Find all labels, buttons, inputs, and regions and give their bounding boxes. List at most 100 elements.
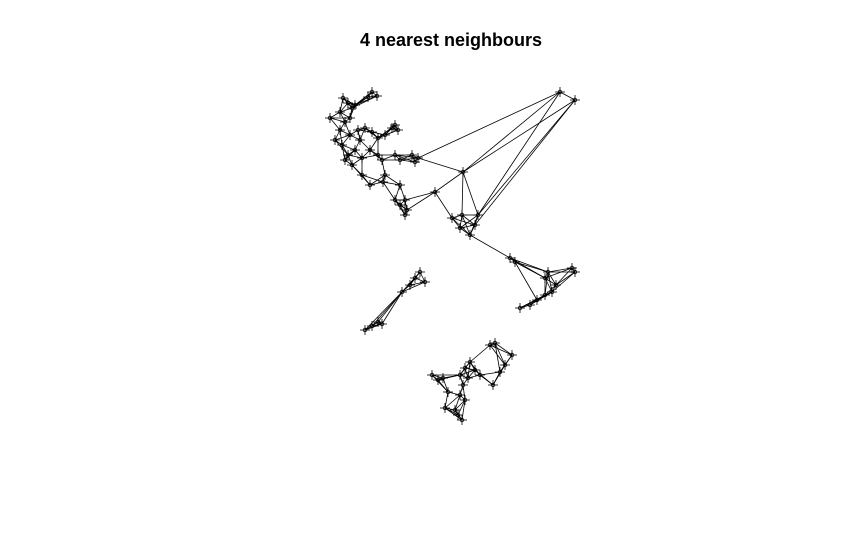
edge <box>382 181 401 186</box>
edge <box>461 399 466 421</box>
point <box>475 370 485 380</box>
edge <box>339 97 344 113</box>
point <box>377 319 387 329</box>
marker-dot <box>412 275 418 281</box>
point <box>532 295 542 305</box>
edge <box>434 171 464 193</box>
edge <box>462 377 469 386</box>
point <box>367 87 377 97</box>
marker-dot <box>359 155 365 161</box>
point <box>515 303 525 313</box>
marker-dot <box>465 375 471 381</box>
edge <box>344 121 351 136</box>
marker-dot <box>459 417 465 423</box>
marker-dot <box>407 282 413 288</box>
edge <box>442 377 449 393</box>
edge <box>414 157 419 163</box>
point <box>363 92 373 102</box>
marker-dot <box>557 89 563 95</box>
edge <box>444 394 461 409</box>
point <box>540 290 550 300</box>
marker-dot <box>422 279 428 285</box>
marker-dot <box>409 152 415 158</box>
point <box>387 123 397 133</box>
point <box>350 100 360 110</box>
point <box>350 145 360 155</box>
edge <box>547 267 573 273</box>
point <box>345 130 355 140</box>
edge <box>406 191 436 211</box>
marker-dot <box>445 389 451 395</box>
point <box>410 273 420 283</box>
point <box>460 363 470 373</box>
marker-dot <box>457 372 463 378</box>
marker-dot <box>452 407 458 413</box>
point <box>410 157 420 167</box>
point <box>377 155 387 165</box>
point <box>543 267 553 277</box>
marker-dot <box>347 115 353 121</box>
marker-dot <box>367 182 373 188</box>
point <box>570 95 580 105</box>
edge <box>359 139 371 151</box>
marker-dot <box>362 327 368 333</box>
marker-dot <box>475 212 481 218</box>
edge <box>347 102 353 109</box>
marker-dot <box>395 127 401 133</box>
edge <box>442 374 461 379</box>
edge <box>377 129 399 139</box>
edge <box>529 291 553 306</box>
marker-dot <box>339 142 345 148</box>
marker-dot <box>527 302 533 308</box>
edge <box>494 342 506 366</box>
point <box>427 370 437 380</box>
point <box>360 123 370 133</box>
edge <box>394 154 416 163</box>
edge <box>492 371 501 386</box>
edge <box>334 134 351 141</box>
edge <box>401 281 426 293</box>
point <box>335 125 345 135</box>
point <box>340 155 350 165</box>
point <box>345 113 355 123</box>
marker-dot <box>349 162 355 168</box>
point <box>495 367 505 377</box>
marker-dot <box>442 405 448 411</box>
marker-dot <box>342 119 348 125</box>
marker-dot <box>459 212 465 218</box>
marker-dot <box>349 105 355 111</box>
edge <box>489 344 506 366</box>
edge <box>474 99 576 226</box>
edge <box>469 234 511 259</box>
point <box>347 160 357 170</box>
marker-dot <box>542 292 548 298</box>
marker-dot <box>389 125 395 131</box>
point <box>458 167 468 177</box>
point <box>390 150 400 160</box>
marker-dot <box>357 137 363 143</box>
point <box>338 93 348 103</box>
marker-dot <box>534 297 540 303</box>
edge <box>394 154 401 161</box>
marker-dot <box>467 232 473 238</box>
edge <box>457 399 466 416</box>
point <box>465 357 475 367</box>
marker-dot <box>545 269 551 275</box>
point <box>455 390 465 400</box>
point <box>453 410 463 420</box>
edge <box>371 131 379 139</box>
marker-dot <box>340 95 346 101</box>
edge <box>551 284 557 293</box>
edge <box>477 99 576 216</box>
marker-dot <box>455 412 461 418</box>
point <box>335 107 345 117</box>
point <box>415 267 425 277</box>
marker-dot <box>569 265 575 271</box>
point <box>463 373 473 383</box>
edge <box>341 144 356 151</box>
edge <box>551 271 576 293</box>
edge <box>399 184 406 201</box>
edge <box>381 159 386 176</box>
point <box>397 287 407 297</box>
point <box>343 98 353 108</box>
